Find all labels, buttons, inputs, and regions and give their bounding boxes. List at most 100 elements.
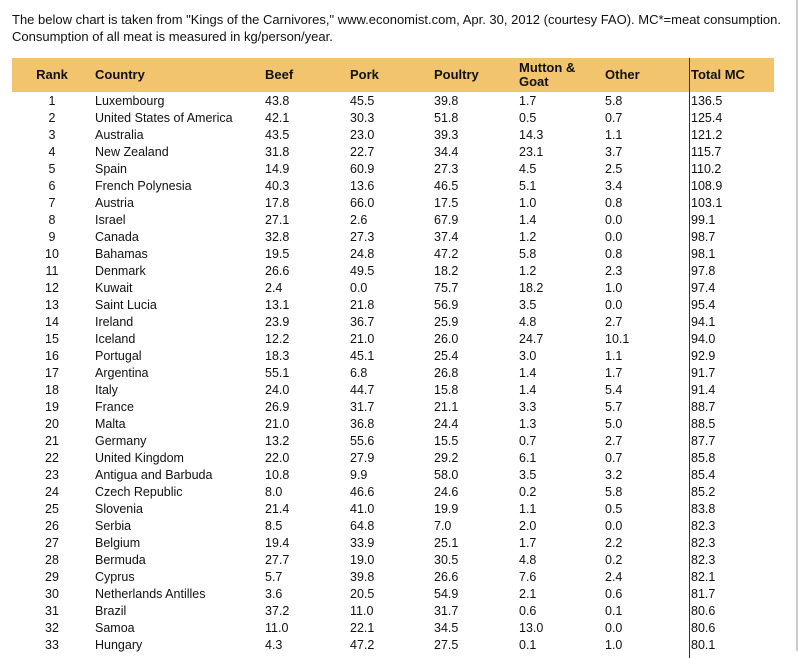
- table-cell: 0.0: [605, 519, 623, 533]
- table-cell: 39.3: [434, 128, 459, 142]
- table-cell: 0.1: [519, 638, 537, 652]
- table-cell: 20.5: [350, 587, 375, 601]
- table-cell: 40.3: [265, 179, 290, 193]
- table-cell: 0.6: [519, 604, 537, 618]
- table-cell: 2.2: [605, 536, 623, 550]
- table-cell: 26.6: [265, 264, 290, 278]
- table-cell: 10.1: [605, 332, 630, 346]
- table-cell: 51.8: [434, 111, 459, 125]
- country-cell: Cyprus: [95, 570, 135, 584]
- table-cell: 1.7: [519, 94, 537, 108]
- table-cell: 19.5: [265, 247, 290, 261]
- table-cell: 1.4: [519, 213, 537, 227]
- table-cell: 21.4: [265, 502, 290, 516]
- table-cell: 0.0: [350, 281, 368, 295]
- table-cell: 115.7: [691, 145, 722, 159]
- table-cell: 21.0: [265, 417, 290, 431]
- table-cell: 31.7: [434, 604, 459, 618]
- country-cell: Hungary: [95, 638, 143, 652]
- table-cell: 1.1: [519, 502, 537, 516]
- table-cell: 21.0: [350, 332, 375, 346]
- table-cell: 3.3: [519, 400, 537, 414]
- table-cell: 85.2: [691, 485, 716, 499]
- table-cell: 15: [45, 332, 59, 346]
- table-cell: 64.8: [350, 519, 375, 533]
- table-cell: 3: [48, 128, 56, 142]
- table-cell: 1.0: [605, 281, 623, 295]
- table-cell: 125.4: [691, 111, 723, 125]
- table-cell: 0.0: [605, 298, 623, 312]
- table-cell: 4.8: [519, 553, 537, 567]
- table-cell: 31: [45, 604, 59, 618]
- country-cell: Netherlands Antilles: [95, 587, 206, 601]
- table-cell: 6: [48, 179, 56, 193]
- table-cell: 36.7: [350, 315, 375, 329]
- table-cell: 24: [45, 485, 59, 499]
- table-cell: 34.4: [434, 145, 459, 159]
- table-cell: 36.8: [350, 417, 375, 431]
- table-cell: 98.7: [691, 230, 716, 244]
- table-cell: 4.3: [265, 638, 283, 652]
- table-cell: 30.5: [434, 553, 459, 567]
- table-cell: 5.8: [519, 247, 537, 261]
- table-cell: 82.3: [691, 536, 716, 550]
- table-cell: 0.7: [519, 434, 537, 448]
- table-cell: 37.4: [434, 230, 459, 244]
- table-cell: 1.4: [519, 366, 537, 380]
- column-header: Beef: [265, 67, 294, 82]
- table-cell: 18.2: [519, 281, 544, 295]
- table-cell: 33.9: [350, 536, 375, 550]
- table-cell: 23: [45, 468, 59, 482]
- table-cell: 27.1: [265, 213, 290, 227]
- table-cell: 31.7: [350, 400, 375, 414]
- table-cell: 26: [45, 519, 59, 533]
- table-cell: 17: [45, 366, 59, 380]
- table-cell: 18.3: [265, 349, 290, 363]
- table-cell: 88.5: [691, 417, 716, 431]
- table-cell: 5.1: [519, 179, 537, 193]
- country-cell: Malta: [95, 417, 126, 431]
- table-cell: 83.8: [691, 502, 716, 516]
- table-cell: 8.0: [265, 485, 283, 499]
- table-cell: 31.8: [265, 145, 290, 159]
- table-cell: 1.3: [519, 417, 537, 431]
- table-cell: 56.9: [434, 298, 459, 312]
- country-cell: Ireland: [95, 315, 134, 329]
- table-cell: 11.0: [265, 621, 289, 635]
- table-cell: 110.2: [691, 162, 722, 176]
- table-cell: 0.6: [605, 587, 623, 601]
- table-cell: 19.9: [434, 502, 459, 516]
- table-cell: 121.2: [691, 128, 723, 142]
- table-cell: 26.6: [434, 570, 459, 584]
- table-cell: 54.9: [434, 587, 459, 601]
- table-cell: 55.6: [350, 434, 375, 448]
- table-cell: 13.1: [265, 298, 290, 312]
- table-cell: 82.3: [691, 519, 716, 533]
- table-cell: 5.7: [265, 570, 283, 584]
- table-cell: 43.8: [265, 94, 290, 108]
- country-cell: United States of America: [95, 111, 233, 125]
- column-header: Other: [605, 67, 640, 82]
- country-cell: Belgium: [95, 536, 141, 550]
- table-cell: 5: [48, 162, 56, 176]
- table-cell: 19.4: [265, 536, 290, 550]
- column-header: Pork: [350, 67, 379, 82]
- table-cell: 39.8: [434, 94, 459, 108]
- country-cell: Denmark: [95, 264, 146, 278]
- table-cell: 29: [45, 570, 59, 584]
- table-cell: 1.0: [519, 196, 537, 210]
- table-cell: 24.6: [434, 485, 459, 499]
- table-cell: 5.4: [605, 383, 623, 397]
- table-cell: 24.8: [350, 247, 375, 261]
- table-cell: 32.8: [265, 230, 290, 244]
- table-cell: 22.1: [350, 621, 375, 635]
- table-cell: 0.1: [605, 604, 623, 618]
- table-cell: 6.1: [519, 451, 537, 465]
- table-cell: 80.6: [691, 621, 716, 635]
- table-cell: 28: [45, 553, 59, 567]
- table-cell: 21: [45, 434, 59, 448]
- table-cell: 7: [48, 196, 56, 210]
- table-cell: 34.5: [434, 621, 459, 635]
- table-cell: 97.4: [691, 281, 716, 295]
